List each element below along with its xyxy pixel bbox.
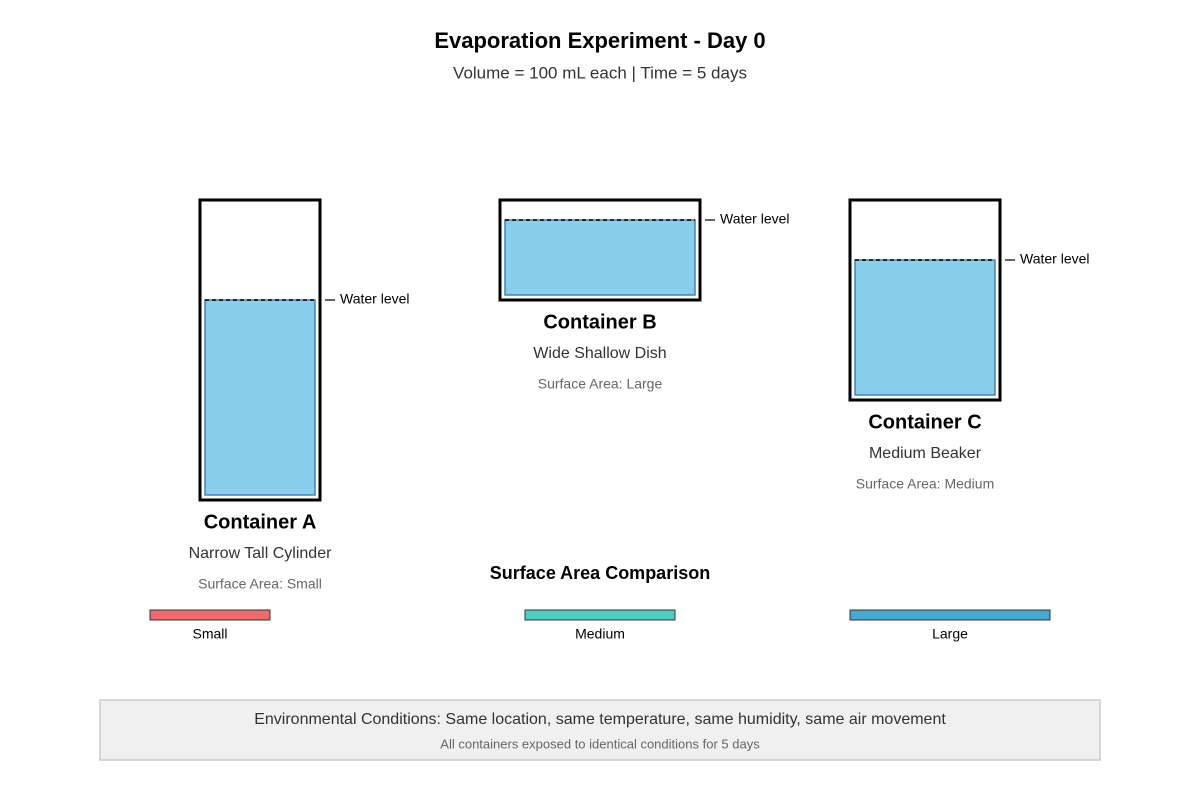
container-name: Container A [204,511,317,533]
container-shape: Narrow Tall Cylinder [189,545,333,562]
comparison-label: Small [192,626,227,642]
comparison-label: Large [932,626,968,642]
comparison-title: Surface Area Comparison [490,563,710,583]
footer-box [99,699,1101,761]
container-shape: Medium Beaker [869,445,982,462]
water [854,259,996,396]
surface-area: Surface Area: Small [198,576,322,592]
container-c: Water level Container C Medium Beaker Su… [848,198,1090,492]
comparison-label: Medium [575,626,625,642]
container [198,198,322,502]
level-label: Water level [720,211,790,227]
footer-conditions: Environmental Conditions: Same location,… [254,711,946,728]
level-label: Water level [1020,251,1090,267]
comparison-bar [524,609,676,621]
container-b: Water level Container B Wide Shallow Dis… [498,198,790,392]
comparison-bar [849,609,1051,621]
subtitle: Volume = 100 mL each | Time = 5 days [453,63,747,82]
surface-area: Surface Area: Medium [856,476,995,492]
container [848,198,1002,402]
title: Evaporation Experiment - Day 0 [434,28,765,53]
surface-area: Surface Area: Large [538,376,663,392]
container-a: Water level Container A Narrow Tall Cyli… [189,198,410,592]
level-label: Water level [340,291,410,307]
comparison-bar [149,609,271,621]
water [504,219,696,296]
container-name: Container C [868,411,981,433]
footer-note: All containers exposed to identical cond… [440,736,760,751]
container-shape: Wide Shallow Dish [533,345,666,362]
container-name: Container B [543,311,656,333]
container [498,198,702,302]
water [204,299,316,496]
